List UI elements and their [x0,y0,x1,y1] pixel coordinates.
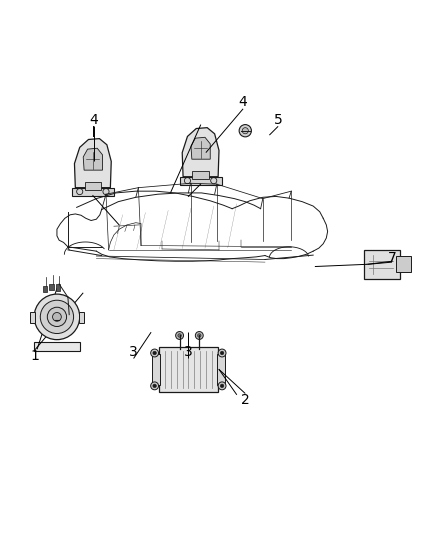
Circle shape [218,382,226,390]
Circle shape [53,312,61,321]
FancyBboxPatch shape [180,177,222,184]
FancyBboxPatch shape [79,312,84,324]
FancyBboxPatch shape [85,182,101,190]
Polygon shape [74,139,111,188]
Circle shape [47,307,67,327]
Circle shape [239,125,251,137]
FancyBboxPatch shape [364,250,400,279]
FancyBboxPatch shape [56,285,60,290]
Polygon shape [83,148,102,170]
Circle shape [151,382,159,390]
Circle shape [195,332,203,340]
Text: 7: 7 [388,251,396,265]
Polygon shape [182,128,219,177]
Circle shape [242,128,248,134]
Text: 3: 3 [129,345,138,359]
Circle shape [178,334,181,337]
Circle shape [40,300,74,334]
Circle shape [34,294,80,340]
Text: 3: 3 [184,345,193,359]
FancyBboxPatch shape [159,348,218,392]
Circle shape [153,384,156,387]
Polygon shape [191,138,210,159]
Circle shape [220,351,224,355]
FancyBboxPatch shape [217,354,225,385]
Text: 4: 4 [90,113,99,127]
Text: 1: 1 [31,349,39,364]
FancyBboxPatch shape [152,354,160,385]
Text: 5: 5 [274,113,283,127]
Circle shape [218,349,226,357]
Circle shape [151,349,159,357]
FancyBboxPatch shape [396,256,411,272]
FancyBboxPatch shape [192,171,209,179]
FancyBboxPatch shape [30,312,35,324]
FancyBboxPatch shape [34,342,80,351]
FancyBboxPatch shape [72,188,114,196]
Text: 2: 2 [241,393,250,407]
FancyBboxPatch shape [43,286,47,292]
Text: 4: 4 [239,95,247,109]
Circle shape [176,332,184,340]
Circle shape [198,334,201,337]
Circle shape [153,351,156,355]
Circle shape [220,384,224,387]
FancyBboxPatch shape [49,284,54,290]
